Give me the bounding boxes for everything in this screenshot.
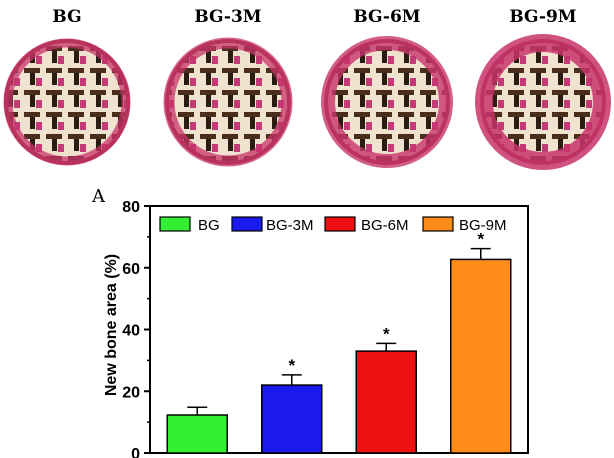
histology-image-bg <box>3 38 131 166</box>
sample-label-bg: BG <box>52 7 81 27</box>
sample-label-bg-6m: BG-6M <box>353 7 420 27</box>
bar-bg-6m <box>355 350 417 454</box>
chart-axes: 0 20 40 60 80 <box>122 199 529 458</box>
significance-mark-1: * <box>288 356 295 375</box>
histology-image-bg-6m <box>321 36 453 168</box>
sample-label-bg-3m: BG-3M <box>194 7 261 27</box>
y-tick-label-2: 40 <box>122 323 140 340</box>
y-tick-label-0: 0 <box>131 446 140 458</box>
chart-legend: BG BG-3M BG-6M BG-9M <box>159 216 507 234</box>
histology-panel: BG BG-3M BG-6M BG-9M <box>3 7 611 170</box>
sample-label-bg-9m: BG-9M <box>509 7 576 27</box>
panel-letter: A <box>91 186 106 207</box>
y-axis-label: New bone area (%) <box>103 254 120 396</box>
bar-bg <box>166 414 228 454</box>
y-tick-label-1: 20 <box>122 384 140 401</box>
histology-image-bg-9m <box>475 34 611 170</box>
bar-bg-9m <box>450 258 512 454</box>
legend-swatch-3 <box>422 216 454 232</box>
legend-label-3: BG-9M <box>459 217 507 234</box>
y-tick-label-3: 60 <box>122 261 140 278</box>
legend-swatch-2 <box>324 216 356 232</box>
significance-mark-2: * <box>383 324 390 343</box>
significance-mark-3: * <box>477 230 484 249</box>
bar-chart: A New bone area (%) 0 20 40 60 80 * * * BG BG-3… <box>91 186 529 458</box>
legend-swatch-0 <box>159 216 191 232</box>
legend-label-0: BG <box>198 217 220 234</box>
legend-label-1: BG-3M <box>266 217 314 234</box>
chart-bars: * * * <box>166 230 512 454</box>
y-tick-label-4: 80 <box>122 199 140 216</box>
bar-bg-3m <box>261 384 323 454</box>
legend-swatch-1 <box>231 216 263 232</box>
histology-image-bg-3m <box>163 37 293 167</box>
legend-label-2: BG-6M <box>361 217 409 234</box>
